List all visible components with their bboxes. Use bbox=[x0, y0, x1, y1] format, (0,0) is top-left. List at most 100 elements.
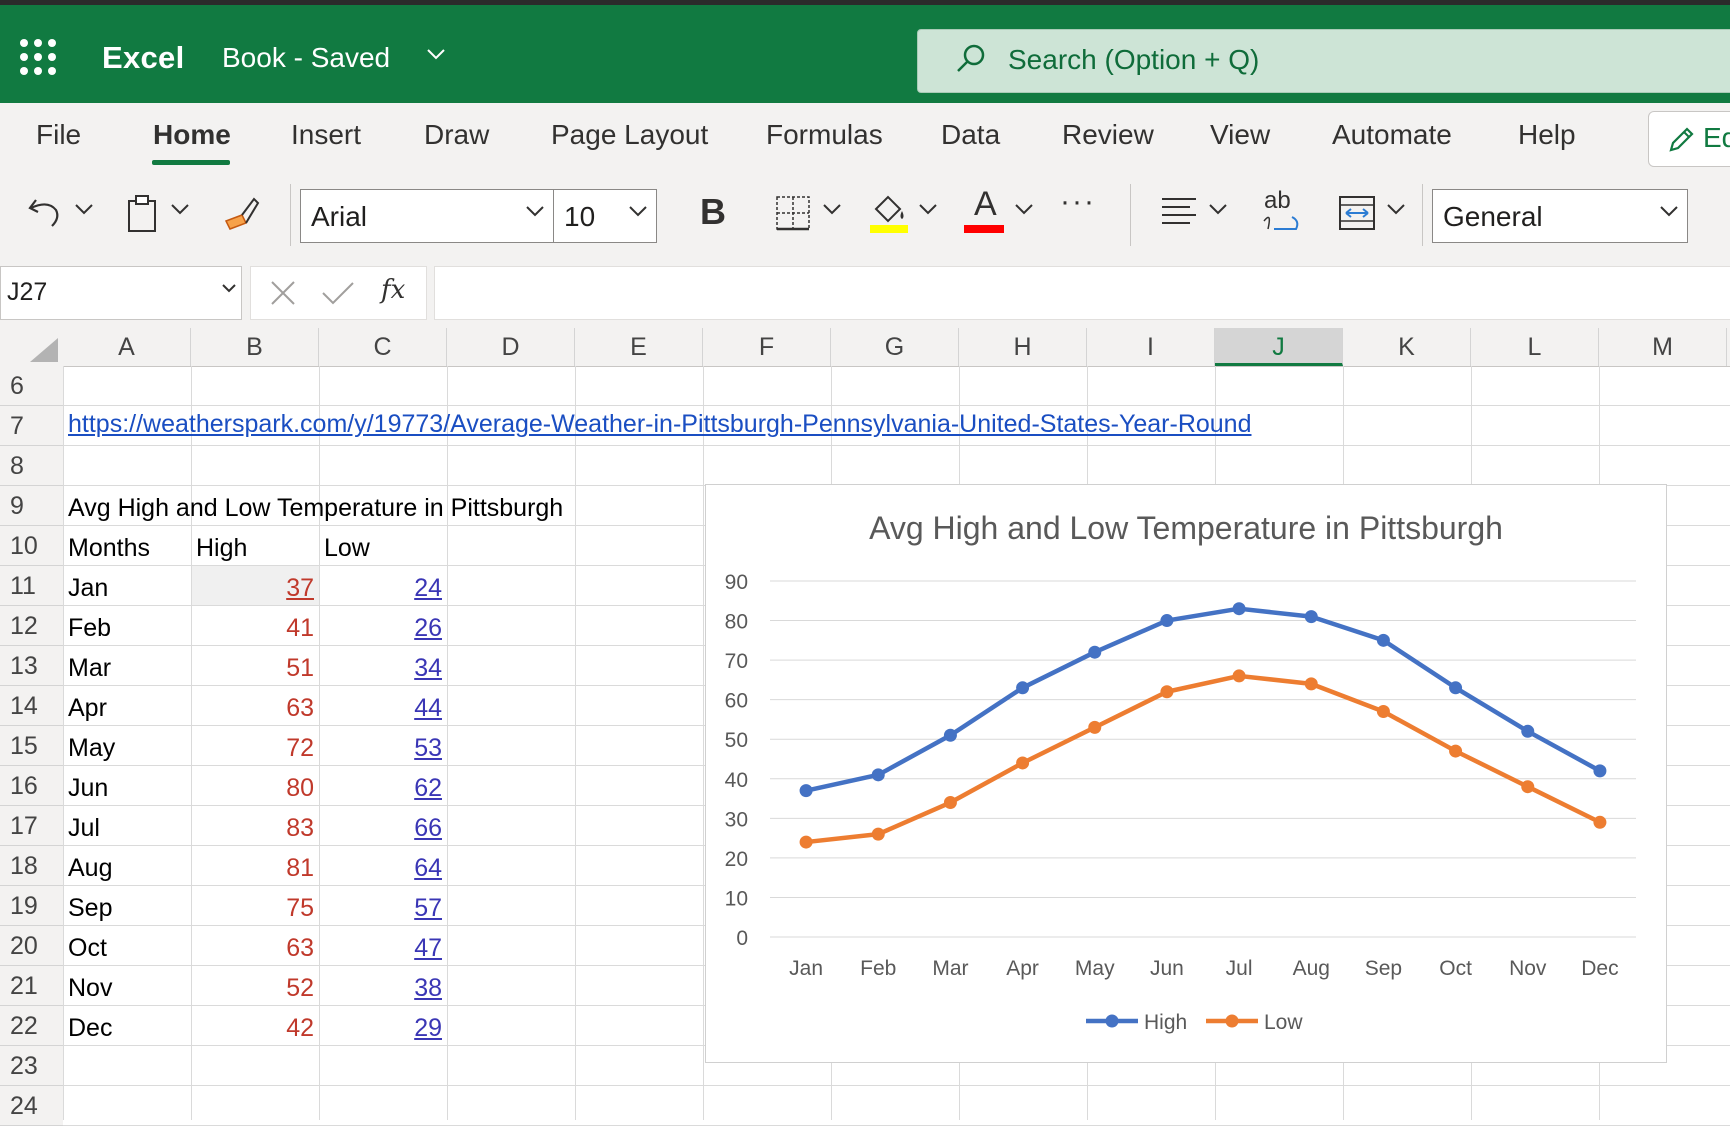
tab-help[interactable]: Help bbox=[1518, 119, 1576, 150]
row-header-14[interactable]: 14 bbox=[0, 686, 63, 726]
formula-input[interactable] bbox=[434, 266, 1730, 320]
font-color-button[interactable]: A bbox=[964, 185, 1006, 233]
chevron-down-icon[interactable] bbox=[426, 41, 446, 67]
row-header-8[interactable]: 8 bbox=[0, 446, 63, 486]
table-title-cell[interactable]: Avg High and Low Temperature in Pittsbur… bbox=[68, 494, 564, 522]
align-icon[interactable] bbox=[1160, 195, 1198, 234]
enter-icon[interactable] bbox=[321, 279, 355, 312]
column-header-g[interactable]: G bbox=[831, 328, 959, 366]
row-header-24[interactable]: 24 bbox=[0, 1086, 63, 1126]
high-value-cell[interactable]: 37 bbox=[286, 574, 314, 602]
low-value-cell[interactable]: 26 bbox=[414, 614, 442, 642]
month-cell[interactable]: Jan bbox=[68, 574, 109, 602]
low-value-cell[interactable]: 57 bbox=[414, 894, 442, 922]
high-value-cell[interactable]: 51 bbox=[286, 654, 314, 682]
wrap-text-button[interactable]: ab bbox=[1262, 187, 1302, 235]
row-header-18[interactable]: 18 bbox=[0, 846, 63, 886]
column-header-m[interactable]: M bbox=[1599, 328, 1727, 366]
column-header-b[interactable]: B bbox=[191, 328, 319, 366]
header-high-cell[interactable]: High bbox=[196, 534, 248, 562]
cancel-icon[interactable] bbox=[269, 279, 297, 312]
high-value-cell[interactable]: 81 bbox=[286, 854, 314, 882]
high-value-cell[interactable]: 41 bbox=[286, 614, 314, 642]
month-cell[interactable]: Dec bbox=[68, 1014, 113, 1042]
tab-draw[interactable]: Draw bbox=[424, 119, 490, 150]
fill-color-chevron-icon[interactable] bbox=[918, 199, 938, 222]
month-cell[interactable]: Feb bbox=[68, 614, 112, 642]
low-value-cell[interactable]: 24 bbox=[414, 574, 442, 602]
borders-icon[interactable] bbox=[775, 195, 811, 236]
column-header-f[interactable]: F bbox=[703, 328, 831, 366]
month-cell[interactable]: May bbox=[68, 734, 116, 762]
high-value-cell[interactable]: 42 bbox=[286, 1014, 314, 1042]
month-cell[interactable]: Jun bbox=[68, 774, 109, 802]
low-value-cell[interactable]: 44 bbox=[414, 694, 442, 722]
name-box[interactable]: J27 bbox=[0, 266, 242, 320]
tab-file[interactable]: File bbox=[36, 119, 82, 150]
low-value-cell[interactable]: 53 bbox=[414, 734, 442, 762]
column-header-e[interactable]: E bbox=[575, 328, 703, 366]
column-header-a[interactable]: A bbox=[63, 328, 191, 366]
low-value-cell[interactable]: 66 bbox=[414, 814, 442, 842]
document-title[interactable]: Book - Saved bbox=[222, 42, 391, 73]
column-header-k[interactable]: K bbox=[1343, 328, 1471, 366]
font-color-chevron-icon[interactable] bbox=[1014, 199, 1034, 222]
row-header-20[interactable]: 20 bbox=[0, 926, 63, 966]
month-cell[interactable]: Apr bbox=[68, 694, 107, 722]
row-header-23[interactable]: 23 bbox=[0, 1046, 63, 1086]
search-box[interactable]: Search (Option + Q) bbox=[917, 29, 1730, 93]
line-chart[interactable]: Avg High and Low Temperature in Pittsbur… bbox=[705, 484, 1667, 1063]
paste-chevron-icon[interactable] bbox=[170, 199, 190, 222]
column-header-j[interactable]: J bbox=[1215, 328, 1343, 366]
number-format-dropdown[interactable]: General bbox=[1432, 189, 1688, 243]
row-header-17[interactable]: 17 bbox=[0, 806, 63, 846]
paste-icon[interactable] bbox=[124, 193, 160, 238]
row-header-10[interactable]: 10 bbox=[0, 526, 63, 566]
column-header-i[interactable]: I bbox=[1087, 328, 1215, 366]
weather-link-cell[interactable]: https://weatherspark.com/y/19773/Average… bbox=[68, 410, 1252, 438]
high-value-cell[interactable]: 83 bbox=[286, 814, 314, 842]
merge-cells-icon[interactable] bbox=[1338, 195, 1376, 236]
low-value-cell[interactable]: 38 bbox=[414, 974, 442, 1002]
undo-chevron-icon[interactable] bbox=[74, 199, 94, 222]
low-value-cell[interactable]: 62 bbox=[414, 774, 442, 802]
bold-button[interactable]: B bbox=[700, 191, 726, 232]
month-cell[interactable]: Mar bbox=[68, 654, 112, 682]
row-header-6[interactable]: 6 bbox=[0, 366, 63, 406]
row-header-12[interactable]: 12 bbox=[0, 606, 63, 646]
borders-chevron-icon[interactable] bbox=[822, 199, 842, 222]
row-header-22[interactable]: 22 bbox=[0, 1006, 63, 1046]
row-header-9[interactable]: 9 bbox=[0, 486, 63, 526]
low-value-cell[interactable]: 47 bbox=[414, 934, 442, 962]
month-cell[interactable]: Sep bbox=[68, 894, 113, 922]
tab-view[interactable]: View bbox=[1210, 119, 1271, 150]
editing-mode-button[interactable]: Ed bbox=[1648, 111, 1730, 167]
month-cell[interactable]: Nov bbox=[68, 974, 113, 1002]
row-header-21[interactable]: 21 bbox=[0, 966, 63, 1006]
insert-function-button[interactable]: fx bbox=[381, 275, 406, 305]
header-months-cell[interactable]: Months bbox=[68, 534, 150, 562]
font-size-dropdown[interactable]: 10 bbox=[553, 189, 657, 243]
row-header-15[interactable]: 15 bbox=[0, 726, 63, 766]
low-value-cell[interactable]: 29 bbox=[414, 1014, 442, 1042]
column-header-l[interactable]: L bbox=[1471, 328, 1599, 366]
tab-insert[interactable]: Insert bbox=[291, 119, 362, 150]
row-header-13[interactable]: 13 bbox=[0, 646, 63, 686]
high-value-cell[interactable]: 72 bbox=[286, 734, 314, 762]
tab-review[interactable]: Review bbox=[1062, 119, 1154, 150]
align-chevron-icon[interactable] bbox=[1208, 199, 1228, 222]
tab-automate[interactable]: Automate bbox=[1332, 119, 1452, 150]
high-value-cell[interactable]: 63 bbox=[286, 694, 314, 722]
high-value-cell[interactable]: 63 bbox=[286, 934, 314, 962]
month-cell[interactable]: Jul bbox=[68, 814, 100, 842]
column-header-h[interactable]: H bbox=[959, 328, 1087, 366]
format-painter-icon[interactable] bbox=[222, 193, 262, 238]
low-value-cell[interactable]: 34 bbox=[414, 654, 442, 682]
tab-page-layout[interactable]: Page Layout bbox=[551, 119, 709, 150]
select-all-button[interactable] bbox=[0, 328, 63, 366]
more-options-button[interactable]: ··· bbox=[1060, 185, 1096, 218]
tab-data[interactable]: Data bbox=[941, 119, 1001, 150]
row-header-7[interactable]: 7 bbox=[0, 406, 63, 446]
column-header-d[interactable]: D bbox=[447, 328, 575, 366]
month-cell[interactable]: Oct bbox=[68, 934, 107, 962]
